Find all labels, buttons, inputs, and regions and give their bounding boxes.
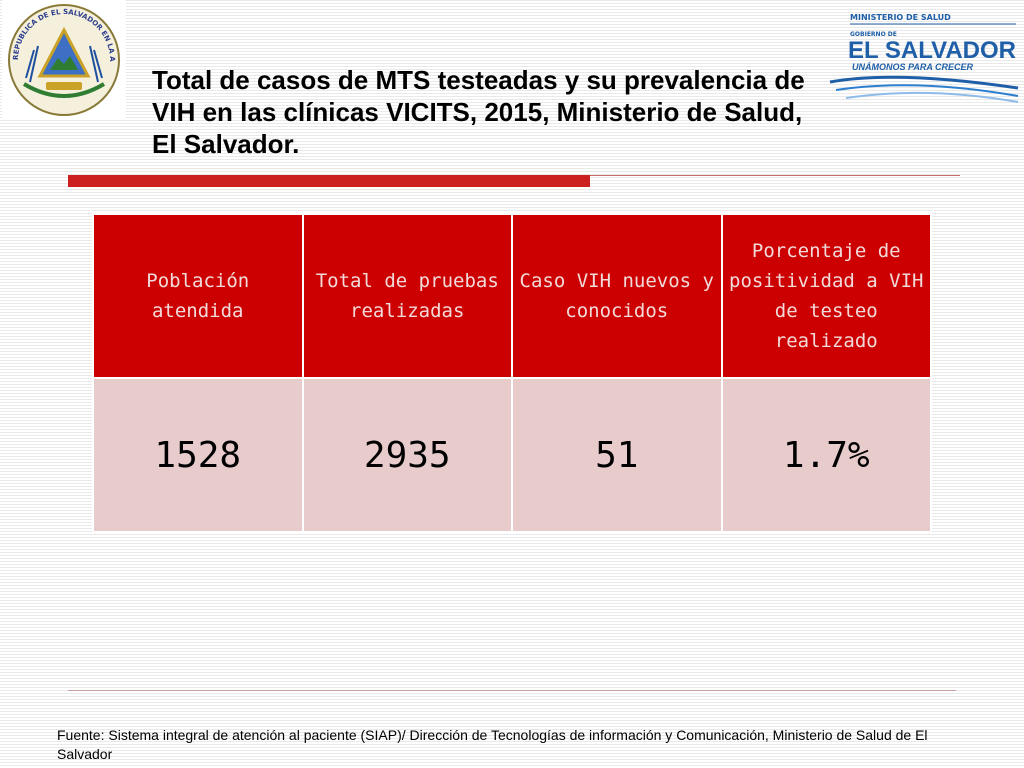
coat-of-arms-icon: REPUBLICA DE EL SALVADOR EN LA AMERICA C… bbox=[0, 0, 120, 116]
header-poblacion: Población atendida bbox=[92, 213, 304, 379]
coat-of-arms-logo: REPUBLICA DE EL SALVADOR EN LA AMERICA C… bbox=[0, 0, 126, 118]
table-header-row: Población atendida Total de pruebas real… bbox=[92, 213, 932, 379]
gobierno-label: GOBIERNO DE bbox=[850, 31, 897, 38]
title-accent-bar bbox=[68, 175, 590, 187]
header-total-pruebas: Total de pruebas realizadas bbox=[301, 213, 513, 379]
slogan-label: UNÁMONOS PARA CRECER bbox=[852, 62, 974, 72]
header-casos-vih: Caso VIH nuevos y conocidos bbox=[511, 213, 723, 379]
header-porcentaje: Porcentaje de positividad a VIH de teste… bbox=[720, 213, 932, 379]
country-label: EL SALVADOR bbox=[848, 37, 1016, 64]
title-divider-line bbox=[590, 175, 960, 176]
cell-poblacion: 1528 bbox=[92, 377, 304, 533]
el-salvador-logo-icon: MINISTERIO DE SALUD GOBIERNO DE EL SALVA… bbox=[829, 13, 1019, 103]
slide-title: Total de casos de MTS testeadas y su pre… bbox=[152, 65, 805, 159]
cell-total-pruebas: 2935 bbox=[301, 377, 513, 533]
source-note: Fuente: Sistema integral de atención al … bbox=[57, 727, 928, 762]
footer-divider-line bbox=[68, 690, 956, 691]
cell-porcentaje: 1.7% bbox=[720, 377, 932, 533]
ministry-label: MINISTERIO DE SALUD bbox=[850, 13, 951, 22]
table-row: 1528 2935 51 1.7% bbox=[92, 377, 932, 533]
results-table: Población atendida Total de pruebas real… bbox=[92, 213, 932, 533]
cell-casos-vih: 51 bbox=[511, 377, 723, 533]
ministry-logo: MINISTERIO DE SALUD GOBIERNO DE EL SALVA… bbox=[826, 6, 1020, 106]
